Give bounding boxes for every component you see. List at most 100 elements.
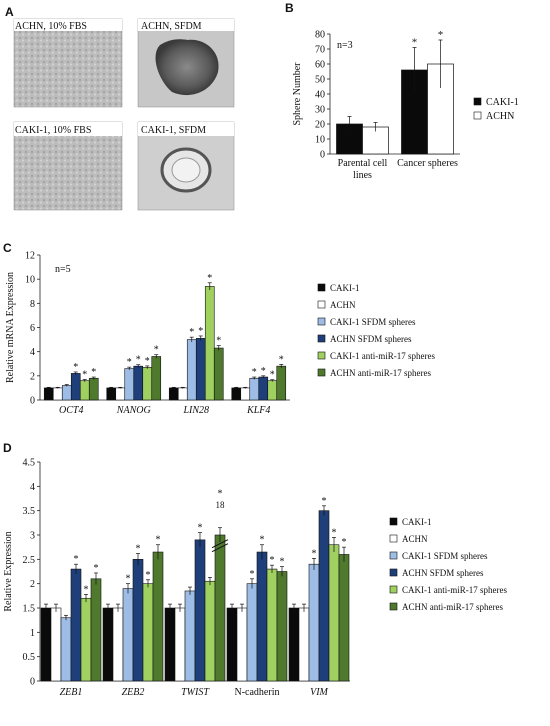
x-category-label: NANOG xyxy=(116,405,151,416)
y-axis-title: Sphere Number xyxy=(292,62,303,126)
axis-break-mark xyxy=(211,539,229,549)
x-category-label: ZEB1 xyxy=(60,687,83,698)
significance-marker: * xyxy=(260,535,265,546)
legend-label: ACHN anti-miR-17 spheres xyxy=(330,368,431,378)
y-tick-label: 4 xyxy=(30,482,35,493)
bar xyxy=(276,365,287,401)
legend-swatch xyxy=(317,283,326,292)
bar xyxy=(308,563,320,682)
x-category-label: KLF4 xyxy=(246,405,270,416)
panel-b-label: B xyxy=(285,1,294,15)
bar xyxy=(213,347,224,401)
bar xyxy=(133,365,144,401)
bar xyxy=(177,387,188,401)
bar xyxy=(240,387,251,401)
bar xyxy=(267,380,278,401)
panel-a-label: A xyxy=(5,5,14,19)
bar xyxy=(164,607,176,682)
y-tick-label: 1.5 xyxy=(23,604,36,615)
bar xyxy=(168,387,179,401)
bar xyxy=(298,607,310,682)
legend-swatch xyxy=(389,568,398,577)
bar xyxy=(52,387,63,401)
sample-size-note: n=3 xyxy=(337,40,353,51)
bar xyxy=(112,607,124,682)
bar xyxy=(194,539,206,682)
micrograph-caki-sfdm: CAKI-1, SFDM xyxy=(137,121,235,211)
y-tick-label: 2.5 xyxy=(23,555,36,566)
bar xyxy=(106,387,117,401)
y-tick-label: 0 xyxy=(30,677,35,688)
x-category-label: ZEB2 xyxy=(122,687,145,698)
significance-marker: * xyxy=(270,370,275,381)
bar xyxy=(236,607,248,682)
bar xyxy=(88,377,99,401)
significance-marker: * xyxy=(438,29,444,41)
legend-swatch xyxy=(317,334,326,343)
bar xyxy=(43,387,54,401)
significance-marker: * xyxy=(252,367,257,378)
legend-swatch xyxy=(473,111,482,120)
bar xyxy=(256,551,268,682)
panel-c-chart: C 0 2 4 6 8 10 12 Relative mRNA Expression n=5 OC… xyxy=(3,241,435,416)
bar xyxy=(40,607,52,682)
micrograph-label: ACHN, 10% FBS xyxy=(15,21,87,32)
legend-label: CAKI-1 anti-miR-17 spheres xyxy=(330,351,435,361)
y-tick-label: 80 xyxy=(315,30,325,41)
micrograph-caki-fbs: CAKI-1, 10% FBS xyxy=(13,121,123,211)
y-tick-label: 12 xyxy=(25,251,35,262)
significance-marker: * xyxy=(322,496,327,507)
significance-marker: * xyxy=(136,543,141,554)
bar xyxy=(231,387,242,401)
y-tick-label: 4.5 xyxy=(23,458,36,469)
micrograph-achn-sfdm: ACHN, SFDM xyxy=(137,18,235,108)
significance-marker: * xyxy=(312,548,317,559)
bar xyxy=(60,617,72,682)
micrograph-label: ACHN, SFDM xyxy=(141,21,202,32)
y-tick-label: 3.5 xyxy=(23,506,36,517)
legend-label: CAKI-1 xyxy=(330,283,360,293)
significance-marker: * xyxy=(189,327,194,338)
legend-label: ACHN xyxy=(330,300,356,310)
bar xyxy=(142,583,154,682)
significance-marker: * xyxy=(73,362,78,373)
bar xyxy=(204,580,216,682)
legend-label: ACHN SFDM spheres xyxy=(330,334,412,344)
y-tick-label: 8 xyxy=(30,299,35,310)
micrograph-achn-fbs: ACHN, 10% FBS xyxy=(13,18,123,108)
y-tick-label: 0 xyxy=(30,396,35,407)
bar xyxy=(226,607,238,682)
bar xyxy=(79,380,90,401)
legend-label: ACHN SFDM spheres xyxy=(402,568,484,578)
y-axis-title: Relative mRNA Expression xyxy=(5,272,16,383)
significance-marker: * xyxy=(412,37,418,49)
bar xyxy=(266,568,278,682)
legend-label: CAKI-1 anti-miR-17 spheres xyxy=(402,585,507,595)
y-tick-label: 10 xyxy=(315,135,325,146)
bar xyxy=(249,377,260,401)
bar xyxy=(50,607,62,682)
x-category-label: OCT4 xyxy=(59,405,83,416)
panel-d-label: D xyxy=(3,441,12,455)
y-tick-label: 30 xyxy=(315,105,325,116)
bar xyxy=(214,534,226,682)
y-tick-label: 2 xyxy=(30,579,35,590)
bar xyxy=(204,286,215,401)
panel-b-chart: B 0 10 20 30 40 50 60 70 80 Sphere Number n=3 Paren… xyxy=(285,1,519,181)
legend-swatch xyxy=(389,517,398,526)
significance-marker: * xyxy=(154,345,159,356)
bar xyxy=(195,338,206,401)
legend-label: CAKI-1 SFDM spheres xyxy=(402,551,488,561)
panel-a: A ACHN, 10% FBS ACHN, SFDM CAKI-1, 10% F… xyxy=(5,5,235,211)
y-tick-label: 70 xyxy=(315,45,325,56)
bar xyxy=(338,554,350,682)
significance-marker: * xyxy=(136,355,141,366)
bar xyxy=(276,571,288,682)
bar xyxy=(90,578,102,682)
legend-swatch xyxy=(389,551,398,560)
significance-marker: * xyxy=(91,367,96,378)
bar xyxy=(70,373,81,401)
panel-c-label: C xyxy=(3,241,12,255)
y-tick-label: 50 xyxy=(315,75,325,86)
